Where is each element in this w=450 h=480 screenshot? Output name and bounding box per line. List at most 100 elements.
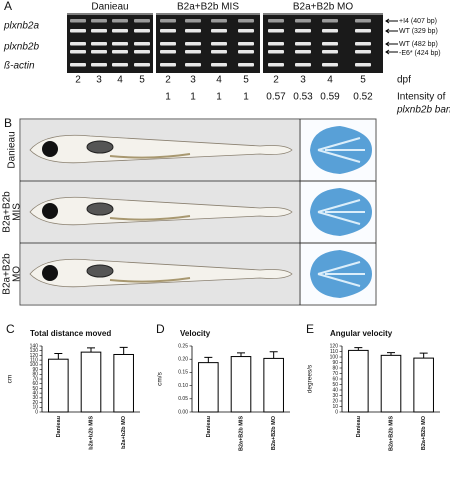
y-tick-label: 0.05 <box>178 396 188 402</box>
intensity-label: plxnb2b band <box>396 105 450 116</box>
gel-band <box>322 50 338 54</box>
band-arrows <box>385 18 398 55</box>
y-tick-label: 0.25 <box>178 343 188 349</box>
y-tick-label: 0.10 <box>178 383 188 389</box>
gel-band <box>268 42 284 46</box>
lane-intensity: 0.53 <box>293 92 313 103</box>
y-tick-label: 30 <box>332 393 338 399</box>
y-tick-label: 0 <box>35 409 38 415</box>
lane-dpf: 3 <box>190 75 196 86</box>
y-tick-label: 50 <box>332 382 338 388</box>
y-tick-label: 10 <box>32 405 38 411</box>
gel-band <box>355 19 371 23</box>
fish-eye <box>42 265 58 281</box>
y-axis-label: cm <box>7 375 14 384</box>
error-bar <box>54 353 63 360</box>
band-label: -E6* (424 bp) <box>399 50 441 57</box>
y-tick-label: 20 <box>32 400 38 406</box>
group-label: B2a+B2b MIS <box>177 2 239 13</box>
panel-letter: D <box>156 322 165 336</box>
chart-title: Velocity <box>180 329 211 338</box>
swim-bladder <box>86 264 114 278</box>
error-bar <box>387 352 395 356</box>
gel-band <box>185 63 201 67</box>
cartilage <box>317 137 365 163</box>
bar <box>230 356 252 413</box>
gel-band <box>211 29 227 33</box>
error-bar <box>354 347 363 351</box>
fish-eye <box>42 141 58 157</box>
row-label: plxnb2b <box>3 42 39 53</box>
y-tick-label: 110 <box>30 357 38 363</box>
panel-letter: B <box>4 116 12 130</box>
gel-band <box>268 63 284 67</box>
lane-dpf: 5 <box>139 75 145 86</box>
lane-intensity: 0.57 <box>266 92 286 103</box>
lane-dpf: 2 <box>75 75 81 86</box>
gel-band <box>160 42 176 46</box>
gel-band <box>355 29 371 33</box>
bar <box>348 349 369 413</box>
y-axis-label: degrees/s <box>307 364 314 393</box>
bar <box>380 354 402 413</box>
bar <box>113 353 134 413</box>
gel-band <box>185 29 201 33</box>
gel-band <box>134 29 150 33</box>
x-tick-label: b2a+b2b MO <box>121 415 127 449</box>
gel-band <box>160 50 176 54</box>
gel-band <box>355 42 371 46</box>
y-tick-label: 70 <box>332 371 338 377</box>
x-tick-label: b2a+b2b MIS <box>88 416 94 450</box>
gel-band <box>295 19 311 23</box>
gel-band <box>91 29 107 33</box>
row-label: Danieau <box>7 131 18 168</box>
gel-band <box>160 29 176 33</box>
band-label: WT (482 bp) <box>399 41 438 48</box>
gel-band <box>70 42 86 46</box>
gel-band <box>112 63 128 67</box>
gel-band <box>295 29 311 33</box>
gel-band <box>112 19 128 23</box>
gel-band <box>185 50 201 54</box>
gel-band <box>211 50 227 54</box>
gel-band <box>268 29 284 33</box>
gel-band <box>355 63 371 67</box>
y-tick-label: 60 <box>32 381 38 387</box>
lane-dpf: 5 <box>360 75 366 86</box>
error-bar <box>237 352 245 357</box>
lane-dpf: 3 <box>96 75 102 86</box>
lane-intensity: 1 <box>216 92 222 103</box>
y-tick-label: 40 <box>332 387 338 393</box>
y-tick-label: 60 <box>332 376 338 382</box>
lane-dpf: 2 <box>273 75 279 86</box>
y-tick-label: 100 <box>30 362 39 368</box>
swim-bladder <box>86 140 114 154</box>
gel-band <box>134 42 150 46</box>
y-tick-label: 20 <box>332 398 338 404</box>
band-label: +I4 (407 bp) <box>399 18 437 25</box>
x-tick-label: B2a+B2b MIS <box>238 416 244 451</box>
gel-band <box>322 19 338 23</box>
row-label: ß-actin <box>4 61 35 72</box>
gel-band <box>70 19 86 23</box>
y-tick-label: 130 <box>30 348 39 354</box>
lane-dpf: 2 <box>165 75 171 86</box>
gel-band <box>134 19 150 23</box>
gel-band <box>355 50 371 54</box>
gel-band <box>238 42 254 46</box>
lane-dpf: 4 <box>117 75 123 86</box>
fish-eye <box>42 203 58 219</box>
yolk <box>109 153 191 159</box>
gel-band <box>211 19 227 23</box>
gel-band <box>211 42 227 46</box>
y-tick-label: 80 <box>332 365 338 371</box>
gel-band <box>322 29 338 33</box>
bar <box>48 358 69 413</box>
yolk <box>109 277 191 283</box>
chart-title: Total distance moved <box>30 329 111 338</box>
gel-band <box>134 50 150 54</box>
error-bar <box>119 346 128 355</box>
gel-band <box>112 50 128 54</box>
y-tick-label: 10 <box>332 404 338 410</box>
